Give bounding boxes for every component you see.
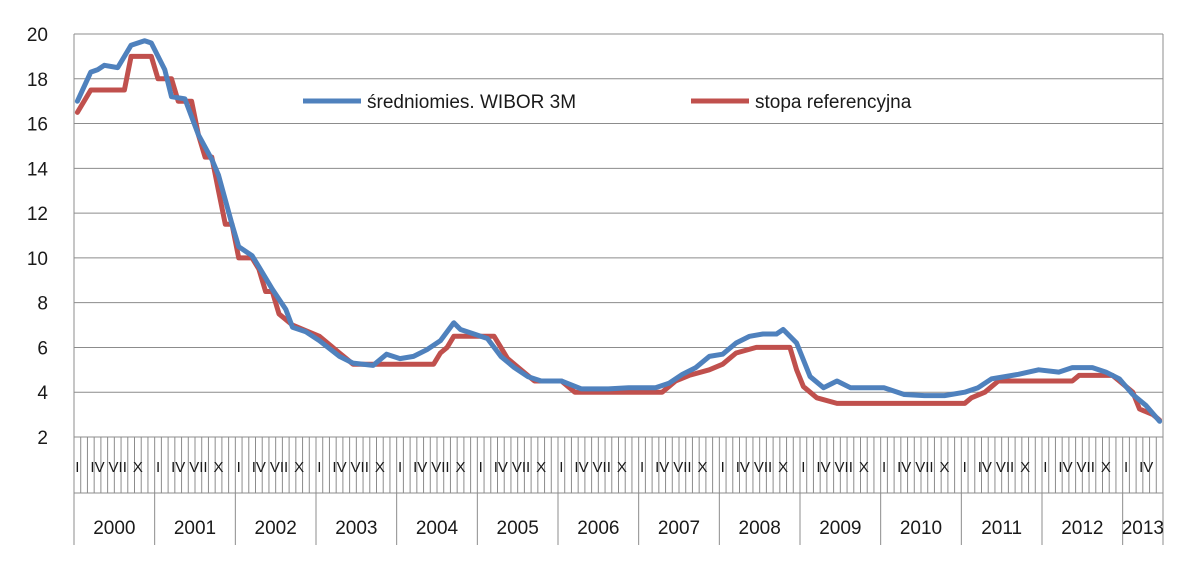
x-axis: I IV VII X I IV VII X I IV VII X I IV VII X I IV VII X I IV VI…	[73, 437, 1164, 545]
y-tick-label-10: 10	[27, 249, 48, 270]
month-label-IV: IV	[978, 459, 992, 476]
month-label-I: I	[721, 459, 725, 476]
year-label-2006: 2006	[577, 518, 619, 539]
year-label-2013: 2013	[1122, 518, 1164, 539]
month-label-X: X	[536, 459, 546, 476]
month-label-X: X	[859, 459, 869, 476]
y-tick-label-8: 8	[37, 294, 48, 315]
y-tick-label-20: 20	[27, 25, 48, 46]
y-tick-label-2: 2	[37, 428, 48, 449]
month-label-IV: IV	[655, 459, 669, 476]
month-label-VII: VII	[512, 459, 530, 476]
year-label-2000: 2000	[93, 518, 135, 539]
series-line-stopa-referencyjna	[74, 53, 1163, 423]
year-label-2009: 2009	[819, 518, 861, 539]
year-label-2010: 2010	[900, 518, 942, 539]
month-label-IV: IV	[90, 459, 104, 476]
month-label-I: I	[156, 459, 160, 476]
month-label-X: X	[1020, 459, 1030, 476]
month-label-I: I	[75, 459, 79, 476]
month-label-I: I	[398, 459, 402, 476]
month-label-X: X	[1101, 459, 1111, 476]
month-label-VII: VII	[189, 459, 207, 476]
y-tick-label-16: 16	[27, 115, 48, 136]
month-label-I: I	[882, 459, 886, 476]
month-label-IV: IV	[332, 459, 346, 476]
y-tick-label-18: 18	[27, 70, 48, 91]
month-label-VII: VII	[109, 459, 127, 476]
y-tick-label-6: 6	[37, 338, 48, 359]
month-label-I: I	[559, 459, 563, 476]
year-label-2007: 2007	[658, 518, 700, 539]
gridlines	[73, 33, 1164, 545]
year-label-2008: 2008	[739, 518, 781, 539]
month-label-X: X	[698, 459, 708, 476]
month-label-VII: VII	[593, 459, 611, 476]
year-label-2012: 2012	[1061, 518, 1103, 539]
month-label-X: X	[375, 459, 385, 476]
legend-label--redniomies-wibor-3m: średniomies. WIBOR 3M	[367, 92, 576, 113]
month-label-VII: VII	[996, 459, 1014, 476]
month-label-X: X	[940, 459, 950, 476]
series-line--redniomies-wibor-3m	[74, 38, 1163, 424]
month-label-X: X	[294, 459, 304, 476]
month-label-X: X	[778, 459, 788, 476]
month-label-IV: IV	[897, 459, 911, 476]
legend: średniomies. WIBOR 3M stopa referencyjna	[303, 92, 912, 113]
year-label-2003: 2003	[335, 518, 377, 539]
month-label-I: I	[1043, 459, 1047, 476]
year-label-2011: 2011	[981, 518, 1022, 539]
month-label-IV: IV	[494, 459, 508, 476]
series-layer	[74, 38, 1163, 424]
month-label-VII: VII	[1077, 459, 1095, 476]
month-label-I: I	[963, 459, 967, 476]
legend-label-stopa-referencyjna: stopa referencyjna	[755, 92, 912, 113]
month-label-VII: VII	[673, 459, 691, 476]
month-label-VII: VII	[915, 459, 933, 476]
month-label-VII: VII	[431, 459, 449, 476]
month-label-I: I	[801, 459, 805, 476]
year-label-2005: 2005	[497, 518, 539, 539]
month-label-I: I	[1124, 459, 1128, 476]
month-label-IV: IV	[413, 459, 427, 476]
month-label-IV: IV	[252, 459, 266, 476]
y-axis: 2 4 6 8 10 12 14 16 18 20	[27, 25, 49, 449]
month-label-X: X	[617, 459, 627, 476]
month-label-VII: VII	[351, 459, 369, 476]
month-label-I: I	[317, 459, 321, 476]
month-label-IV: IV	[171, 459, 185, 476]
month-label-X: X	[214, 459, 224, 476]
month-label-X: X	[456, 459, 466, 476]
month-label-VII: VII	[270, 459, 288, 476]
y-tick-label-14: 14	[27, 159, 49, 180]
month-label-IV: IV	[1139, 459, 1153, 476]
year-label-2002: 2002	[255, 518, 297, 539]
month-label-I: I	[479, 459, 483, 476]
year-label-2001: 2001	[174, 518, 216, 539]
month-label-I: I	[640, 459, 644, 476]
year-label-2004: 2004	[416, 518, 459, 539]
month-label-IV: IV	[574, 459, 588, 476]
month-label-IV: IV	[816, 459, 830, 476]
y-tick-label-4: 4	[37, 383, 48, 404]
month-label-IV: IV	[736, 459, 750, 476]
month-label-VII: VII	[835, 459, 853, 476]
y-tick-label-12: 12	[27, 204, 48, 225]
month-label-VII: VII	[754, 459, 772, 476]
month-label-X: X	[133, 459, 143, 476]
month-label-I: I	[237, 459, 241, 476]
month-label-IV: IV	[1058, 459, 1072, 476]
